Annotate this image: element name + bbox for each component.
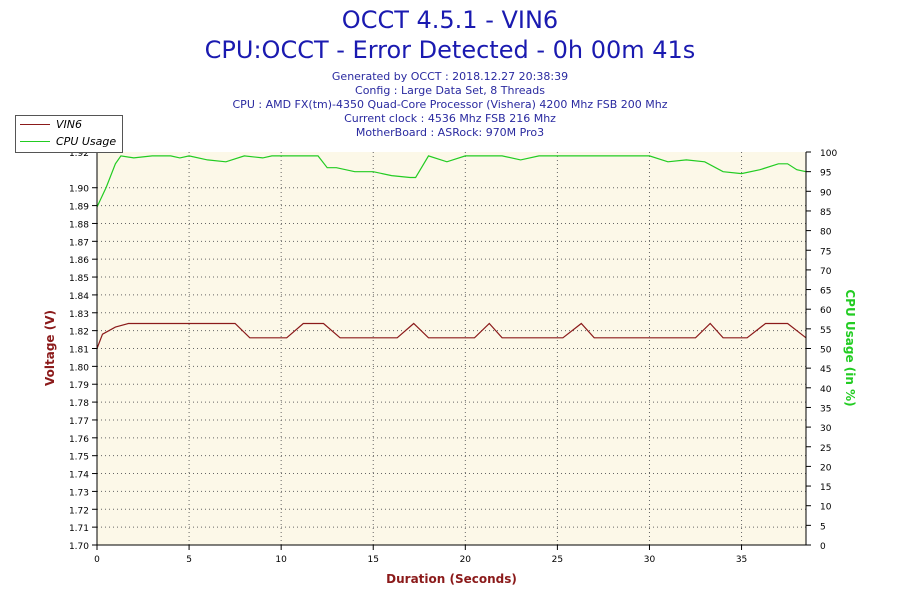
- y2-tick-label: 85: [820, 208, 831, 218]
- y-tick-label: 1.76: [69, 435, 89, 445]
- y-axis-label: Voltage (V): [43, 310, 57, 386]
- y2-tick-label: 95: [820, 169, 831, 179]
- y2-axis-label: CPU Usage (in %): [843, 289, 857, 406]
- y2-tick-label: 55: [820, 326, 831, 336]
- y2-tick-label: 90: [820, 188, 832, 198]
- legend-label-cpu-usage: CPU Usage: [56, 135, 117, 148]
- y-tick-label: 1.74: [69, 471, 89, 481]
- y2-tick-label: 50: [820, 346, 832, 356]
- info-motherboard: MotherBoard : ASRock: 970M Pro3: [355, 126, 545, 139]
- x-tick-label: 20: [460, 555, 472, 565]
- y-tick-label: 1.79: [69, 381, 89, 391]
- legend-item-vin6: VIN6: [16, 116, 122, 133]
- x-tick-label: 25: [552, 555, 563, 565]
- chart-subtitle: CPU:OCCT - Error Detected - 0h 00m 41s: [204, 36, 696, 64]
- y2-tick-label: 10: [820, 503, 832, 513]
- y-tick-label: 1.90: [69, 185, 89, 195]
- x-tick-label: 0: [94, 555, 100, 565]
- y2-tick-label: 5: [820, 522, 826, 532]
- y-tick-label: 1.82: [69, 328, 89, 338]
- y-tick-label: 1.84: [69, 292, 89, 302]
- y2-tick-label: 35: [820, 404, 831, 414]
- y2-tick-label: 100: [820, 149, 837, 159]
- y-tick-label: 1.92: [69, 149, 89, 159]
- chart-legend: VIN6 CPU Usage: [15, 115, 123, 153]
- y2-tick-label: 70: [820, 267, 832, 277]
- y2-tick-label: 45: [820, 365, 831, 375]
- info-config: Config : Large Data Set, 8 Threads: [355, 84, 545, 97]
- y2-tick-label: 75: [820, 247, 831, 257]
- plot-area: [97, 152, 806, 545]
- y2-tick-label: 0: [820, 542, 826, 552]
- y-tick-label: 1.88: [69, 220, 89, 230]
- y-tick-label: 1.78: [69, 399, 89, 409]
- y-tick-label: 1.70: [69, 542, 89, 552]
- x-tick-label: 15: [368, 555, 379, 565]
- x-tick-label: 35: [736, 555, 747, 565]
- info-cpu: CPU : AMD FX(tm)-4350 Quad-Core Processo…: [232, 98, 668, 111]
- chart-title: OCCT 4.5.1 - VIN6: [341, 6, 559, 34]
- series-line-cpu-usage: [96, 155, 807, 208]
- y-tick-label: 1.71: [69, 524, 89, 534]
- y2-tick-label: 25: [820, 444, 831, 454]
- y-tick-label: 1.73: [69, 488, 89, 498]
- legend-swatch-cpu-usage: [20, 141, 50, 142]
- x-axis-label: Duration (Seconds): [386, 572, 517, 586]
- y2-tick-label: 15: [820, 483, 831, 493]
- legend-label-vin6: VIN6: [56, 118, 82, 131]
- y2-tick-label: 65: [820, 287, 831, 297]
- y2-tick-label: 60: [820, 306, 832, 316]
- y-tick-label: 1.80: [69, 363, 89, 373]
- info-generated: Generated by OCCT : 2018.12.27 20:38:39: [331, 70, 569, 83]
- y2-tick-label: 20: [820, 463, 832, 473]
- legend-item-cpu-usage: CPU Usage: [16, 133, 122, 150]
- y2-tick-label: 80: [820, 228, 832, 238]
- y-tick-label: 1.83: [69, 310, 89, 320]
- y-tick-label: 1.89: [69, 203, 89, 213]
- x-tick-label: 5: [186, 555, 192, 565]
- legend-swatch-vin6: [20, 124, 50, 125]
- y-tick-label: 1.77: [69, 417, 89, 427]
- x-tick-label: 10: [275, 555, 287, 565]
- y-tick-label: 1.86: [69, 256, 89, 266]
- y-tick-label: 1.85: [69, 274, 89, 284]
- y2-tick-label: 30: [820, 424, 832, 434]
- y-tick-label: 1.72: [69, 506, 89, 516]
- y2-tick-label: 40: [820, 385, 832, 395]
- y-tick-label: 1.81: [69, 346, 89, 356]
- y-tick-label: 1.87: [69, 238, 89, 248]
- x-tick-label: 30: [644, 555, 656, 565]
- series-line-vin6: [96, 322, 807, 349]
- y-tick-label: 1.75: [69, 453, 89, 463]
- info-clock: Current clock : 4536 Mhz FSB 216 Mhz: [344, 112, 556, 125]
